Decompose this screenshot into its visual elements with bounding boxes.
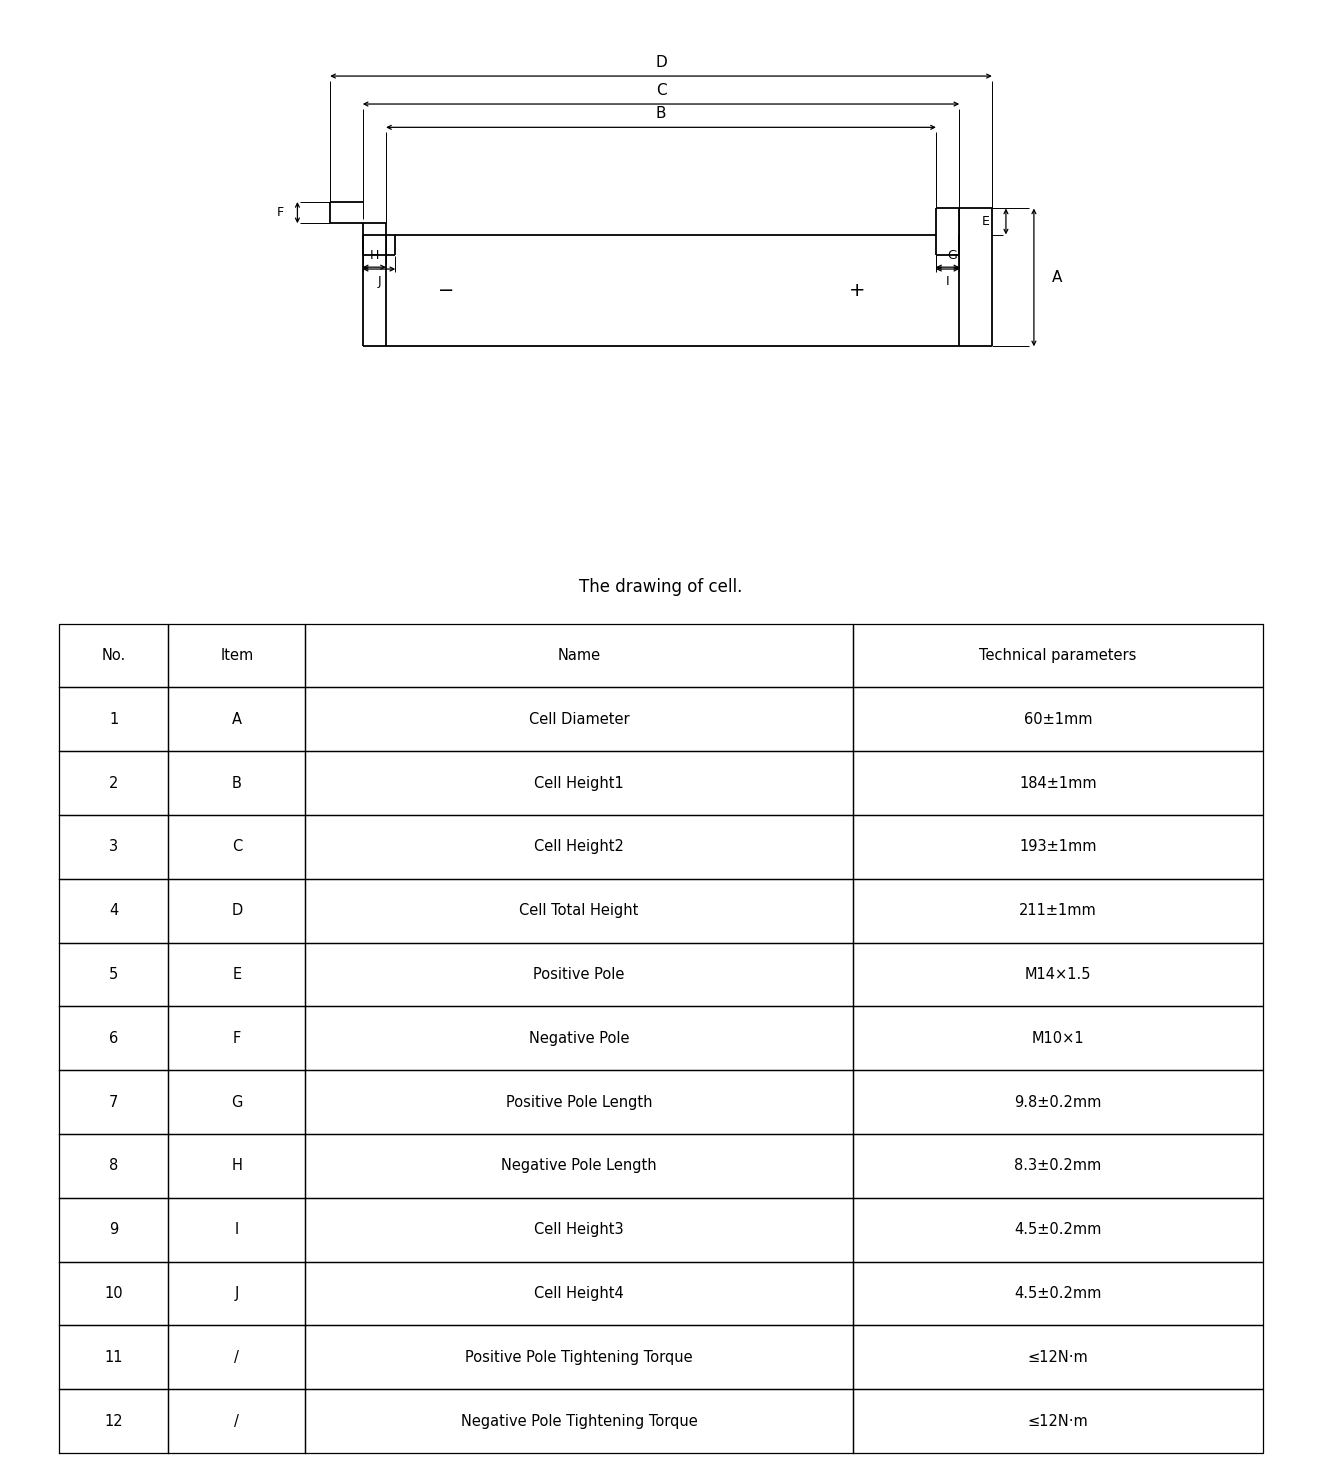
Text: −: − bbox=[439, 281, 455, 300]
Text: G: G bbox=[231, 1095, 242, 1110]
Text: 211±1mm: 211±1mm bbox=[1019, 904, 1097, 919]
Text: /: / bbox=[234, 1350, 239, 1365]
Text: 2: 2 bbox=[108, 776, 119, 790]
Text: B: B bbox=[656, 106, 666, 121]
Text: 11: 11 bbox=[104, 1350, 123, 1365]
Text: Cell Total Height: Cell Total Height bbox=[520, 904, 639, 919]
Text: 4.5±0.2mm: 4.5±0.2mm bbox=[1014, 1222, 1101, 1238]
Text: I: I bbox=[235, 1222, 239, 1238]
Text: F: F bbox=[233, 1030, 241, 1045]
Text: 8: 8 bbox=[110, 1158, 118, 1173]
Text: H: H bbox=[370, 249, 379, 262]
Text: +: + bbox=[849, 281, 865, 300]
Text: 9: 9 bbox=[110, 1222, 118, 1238]
Text: A: A bbox=[231, 712, 242, 727]
Text: 6: 6 bbox=[110, 1030, 118, 1045]
Text: Positive Pole: Positive Pole bbox=[533, 967, 624, 982]
Text: C: C bbox=[231, 839, 242, 854]
Text: F: F bbox=[278, 206, 284, 219]
Text: M14×1.5: M14×1.5 bbox=[1025, 967, 1091, 982]
Text: M10×1: M10×1 bbox=[1031, 1030, 1084, 1045]
Text: J: J bbox=[234, 1287, 239, 1301]
Text: The drawing of cell.: The drawing of cell. bbox=[579, 578, 743, 596]
Text: Name: Name bbox=[558, 648, 600, 662]
Text: Negative Pole: Negative Pole bbox=[529, 1030, 629, 1045]
Text: Cell Height3: Cell Height3 bbox=[534, 1222, 624, 1238]
Text: 5: 5 bbox=[110, 967, 118, 982]
Text: Cell Height2: Cell Height2 bbox=[534, 839, 624, 854]
Text: 60±1mm: 60±1mm bbox=[1023, 712, 1092, 727]
Text: A: A bbox=[1052, 269, 1063, 286]
Text: E: E bbox=[233, 967, 242, 982]
Text: G: G bbox=[948, 249, 957, 262]
Text: ≤12N·m: ≤12N·m bbox=[1027, 1413, 1088, 1429]
Text: B: B bbox=[231, 776, 242, 790]
Text: 3: 3 bbox=[110, 839, 118, 854]
Text: Item: Item bbox=[221, 648, 254, 662]
Text: 8.3±0.2mm: 8.3±0.2mm bbox=[1014, 1158, 1101, 1173]
Text: C: C bbox=[656, 82, 666, 97]
Text: Technical parameters: Technical parameters bbox=[980, 648, 1137, 662]
Text: I: I bbox=[945, 275, 949, 287]
Text: Cell Diameter: Cell Diameter bbox=[529, 712, 629, 727]
Text: /: / bbox=[234, 1413, 239, 1429]
Text: ≤12N·m: ≤12N·m bbox=[1027, 1350, 1088, 1365]
Text: 4.5±0.2mm: 4.5±0.2mm bbox=[1014, 1287, 1101, 1301]
Text: No.: No. bbox=[102, 648, 126, 662]
Text: 7: 7 bbox=[108, 1095, 119, 1110]
Text: J: J bbox=[377, 275, 381, 287]
Text: Cell Height4: Cell Height4 bbox=[534, 1287, 624, 1301]
Text: H: H bbox=[231, 1158, 242, 1173]
Text: 9.8±0.2mm: 9.8±0.2mm bbox=[1014, 1095, 1101, 1110]
Text: 184±1mm: 184±1mm bbox=[1019, 776, 1097, 790]
Text: D: D bbox=[231, 904, 242, 919]
Text: Positive Pole Length: Positive Pole Length bbox=[505, 1095, 652, 1110]
Text: 193±1mm: 193±1mm bbox=[1019, 839, 1096, 854]
Text: 1: 1 bbox=[110, 712, 118, 727]
Text: Positive Pole Tightening Torque: Positive Pole Tightening Torque bbox=[465, 1350, 693, 1365]
Text: D: D bbox=[656, 54, 666, 69]
Text: Negative Pole Length: Negative Pole Length bbox=[501, 1158, 657, 1173]
Text: 10: 10 bbox=[104, 1287, 123, 1301]
Text: 12: 12 bbox=[104, 1413, 123, 1429]
Text: Negative Pole Tightening Torque: Negative Pole Tightening Torque bbox=[460, 1413, 697, 1429]
Text: 4: 4 bbox=[110, 904, 118, 919]
Text: E: E bbox=[981, 215, 989, 228]
Text: Cell Height1: Cell Height1 bbox=[534, 776, 624, 790]
